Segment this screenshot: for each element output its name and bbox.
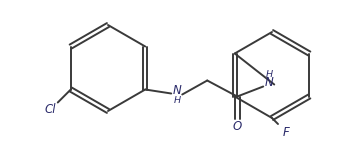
Text: N: N [265, 76, 274, 89]
Text: H: H [174, 96, 181, 105]
Text: O: O [232, 120, 242, 133]
Text: N: N [173, 84, 182, 97]
Text: H: H [266, 70, 273, 79]
Text: Cl: Cl [44, 103, 56, 116]
Text: F: F [283, 126, 289, 138]
